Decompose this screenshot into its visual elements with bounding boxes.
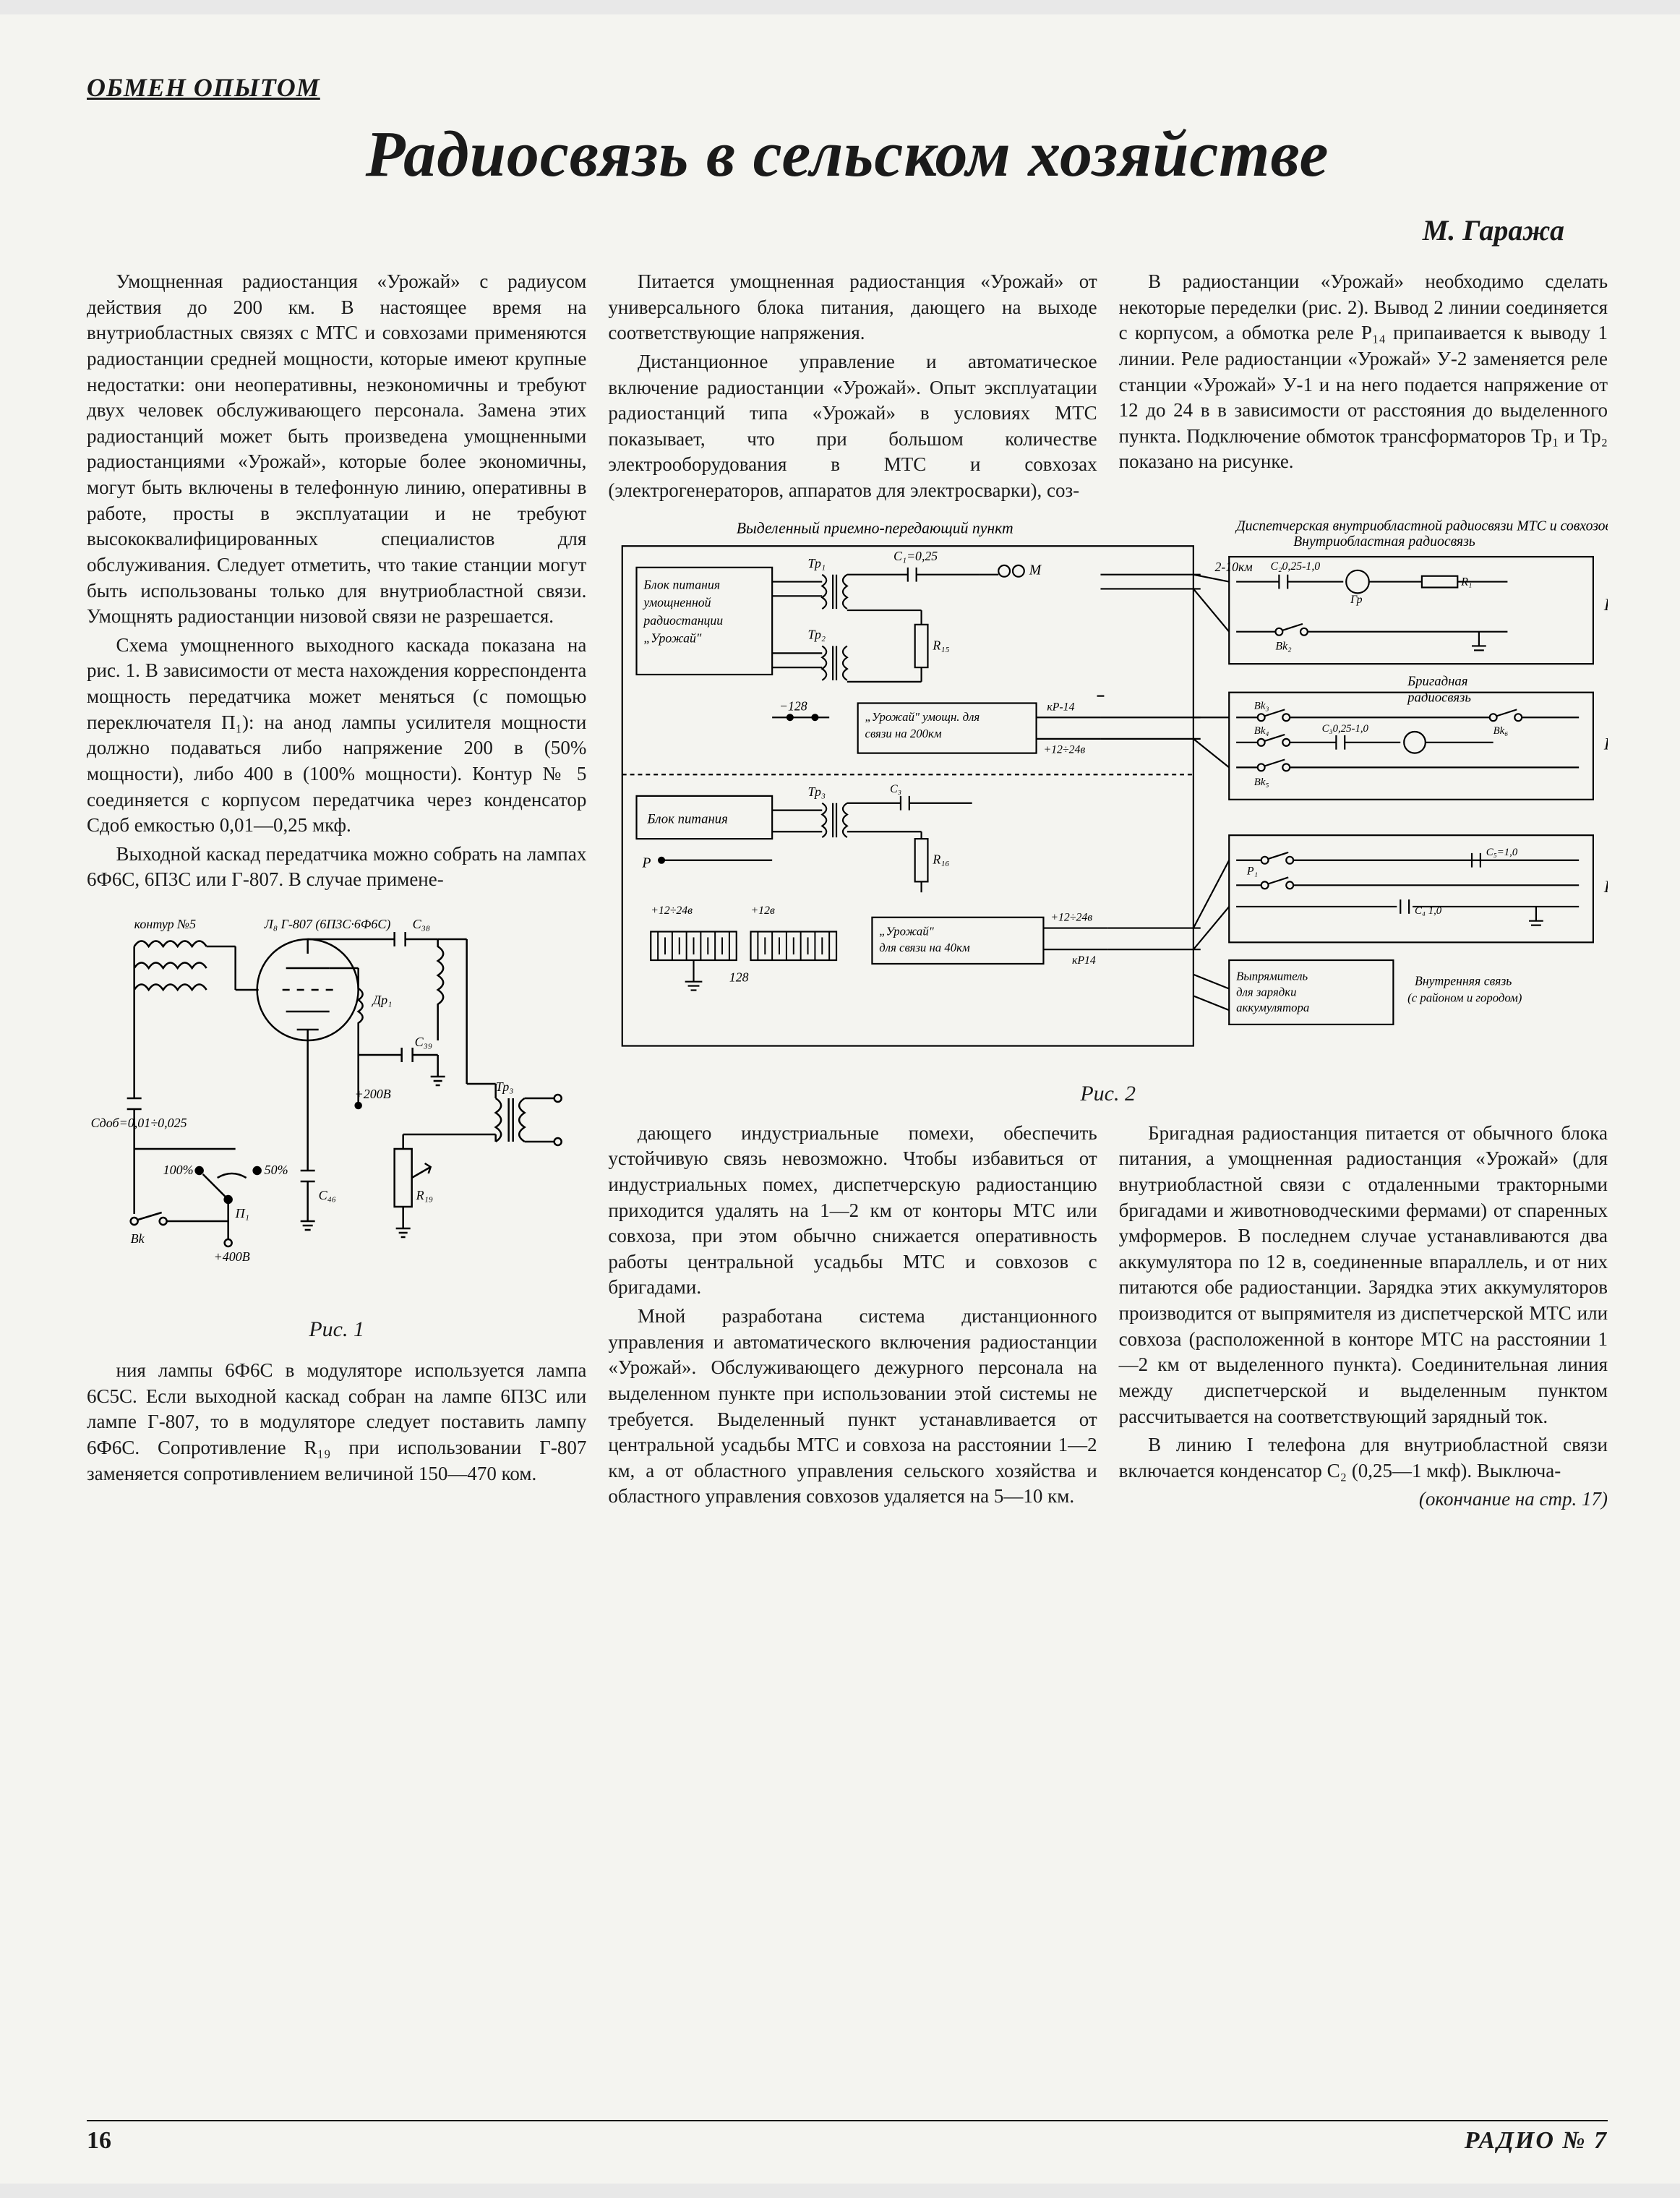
fig1-50: 50% (265, 1163, 288, 1177)
fig2-r16: R₁₆ (933, 852, 950, 866)
fig1-dr1: Др₁ (372, 993, 393, 1007)
fig2-p14: кР-14 (1047, 701, 1075, 713)
fig2-tp3: Тр₃ (808, 784, 826, 799)
svg-text:„Урожай": „Урожай" (644, 630, 703, 645)
fig2-p: Р (642, 855, 651, 871)
fig2-tp1: Тр₁ (808, 555, 826, 570)
figure-1: контур №5 Л₈ Г-807 (6П3С·6Ф6С) (87, 896, 586, 1343)
magazine-name: РАДИО № 7 (1465, 2127, 1608, 2155)
fig2-bk6: Bk₆ (1493, 725, 1509, 737)
c1-p3: Выходной каскад передатчика можно собрат… (87, 842, 586, 893)
column-3-top: В радиостанции «Урожай» необходимо сдела… (1119, 269, 1608, 507)
right-columns: Питается умощненная радиостанция «Урожай… (608, 269, 1608, 1515)
fig1-100: 100% (163, 1163, 194, 1177)
svg-text:умощненной: умощненной (643, 595, 711, 610)
columns: Умощненная радиостанция «Урожай» с радиу… (87, 269, 1608, 1515)
svg-text:C₃: C₃ (890, 783, 901, 795)
fig1-tube: Л₈ Г-807 (6П3С·6Ф6С) (264, 917, 391, 932)
fig2-m: М (1029, 562, 1042, 578)
fig1-p1: П₁ (235, 1206, 249, 1220)
fig2-r15: R₁₅ (933, 638, 950, 652)
fig2-II: II (1603, 735, 1608, 753)
fig2-hdr-r1: Диспетчерская внутриобластной радиосвязи… (1235, 518, 1608, 534)
fig1-caption: Рис. 1 (87, 1315, 586, 1344)
column-3-bottom: Бригадная радиостанция питается от обычн… (1119, 1121, 1608, 1515)
fig2-c2: C₂0,25-1,0 (1271, 560, 1321, 572)
column-1: Умощненная радиостанция «Урожай» с радиу… (87, 269, 586, 1515)
section-header: ОБМЕН ОПЫТОМ (87, 72, 1608, 103)
fig2-c5: C₅=1,0 (1486, 846, 1518, 858)
c3-p3: В линию I телефона для внутриобластной с… (1119, 1432, 1608, 1484)
fig2-p14b: кР14 (1072, 954, 1096, 967)
svg-text:(с районом и городом): (с районом и городом) (1407, 991, 1522, 1004)
page: ОБМЕН ОПЫТОМ Радиосвязь в сельском хозяй… (0, 14, 1680, 2184)
c3-p1: В радиостанции «Урожай» необходимо сдела… (1119, 269, 1608, 475)
figure-2: Выделенный приемно-передающий пункт Дисп… (608, 514, 1608, 1121)
fig2-1224: +12÷24в (1044, 743, 1086, 756)
fig2-bk3: Bk₃ (1254, 700, 1269, 711)
c1-p1: Умощненная радиостанция «Урожай» с радиу… (87, 269, 586, 630)
fig1-400: +400В (214, 1249, 250, 1264)
continuation: (окончание на стр. 17) (1119, 1487, 1608, 1513)
fig2-c3l: C₃0,25-1,0 (1322, 723, 1369, 735)
svg-text:радиостанции: радиостанции (643, 612, 724, 627)
author: М. Гаража (87, 213, 1564, 247)
svg-text:„Урожай" умощн. для: „Урожай" умощн. для (865, 710, 980, 724)
fig2-gr: Гр (1350, 594, 1363, 606)
page-number: 16 (87, 2127, 111, 2155)
svg-text:радиосвязь: радиосвязь (1406, 690, 1471, 705)
fig2-svg: Выделенный приемно-передающий пункт Дисп… (608, 514, 1608, 1064)
fig1-cdob: Cдоб=0,01÷0,025 (91, 1116, 187, 1130)
c1-p2: Схема умощненного выходного каскада пока… (87, 633, 586, 839)
fig2-c1: C₁=0,25 (893, 549, 938, 563)
c1-p4: ния лампы 6Ф6С в модуляторе используется… (87, 1358, 586, 1487)
c2-p1: Питается умощненная радиостанция «Урожай… (608, 269, 1097, 346)
fig1-c38: C₃₈ (413, 917, 431, 931)
article-title: Радиосвязь в сельском хозяйстве (87, 117, 1608, 192)
footer: 16 РАДИО № 7 (87, 2120, 1608, 2155)
fig2-III: III (1603, 878, 1608, 897)
fig2-tp2: Тр₂ (808, 627, 826, 641)
fig2-I: I (1603, 596, 1608, 615)
svg-text:„Урожай": „Урожай" (880, 924, 935, 938)
fig2-hdr-l: Выделенный приемно-передающий пункт (737, 519, 1013, 536)
column-2-bottom: дающего индустриальные помехи, обеспечит… (608, 1121, 1097, 1515)
svg-text:+12в: +12в (751, 904, 775, 916)
c2-p4: Мной разработана система дистанционного … (608, 1304, 1097, 1510)
fig1-c46: C₄₆ (319, 1188, 337, 1202)
svg-text:для связи на 40км: для связи на 40км (880, 941, 971, 954)
fig2-bk2: Bk₂ (1276, 640, 1293, 652)
c2-p2: Дистанционное управление и автоматическо… (608, 349, 1097, 504)
fig2-bk5: Bk₅ (1254, 777, 1269, 788)
svg-text:128: 128 (729, 970, 749, 984)
fig2-blok2: Блок питания (647, 811, 729, 826)
svg-text:Р₁: Р₁ (1246, 865, 1258, 877)
fig2-dist: 2-10км (1215, 559, 1253, 573)
fig1-c39: C₃₉ (415, 1035, 433, 1049)
fig1-200: +200В (355, 1087, 391, 1101)
svg-text:связи на 200км: связи на 200км (865, 727, 942, 740)
svg-text:для зарядки: для зарядки (1236, 985, 1296, 998)
svg-text:+12÷24в: +12÷24в (1051, 911, 1093, 923)
fig1-svg: контур №5 Л₈ Г-807 (6П3С·6Ф6С) (87, 910, 586, 1286)
fig2-hdr-r2: Внутриобластная радиосвязь (1293, 534, 1475, 550)
fig2-1224b: +12÷24в (651, 904, 693, 916)
fig2-128n: −128 (779, 698, 807, 713)
c2-p3: дающего индустриальные помехи, обеспечит… (608, 1121, 1097, 1301)
svg-text:Бригадная: Бригадная (1407, 673, 1467, 688)
svg-text:аккумулятора: аккумулятора (1236, 1001, 1309, 1014)
fig1-tp3: Тр₃ (496, 1079, 514, 1094)
fig1-r19: R₁₉ (416, 1188, 434, 1202)
column-2-top: Питается умощненная радиостанция «Урожай… (608, 269, 1097, 507)
svg-text:Внутренняя связь: Внутренняя связь (1415, 973, 1512, 988)
fig2-blok1-l1: Блок питания (643, 577, 721, 591)
fig1-kontur: контур №5 (134, 917, 196, 931)
fig1-bk: Bk (131, 1231, 145, 1246)
c3-p2: Бригадная радиостанция питается от обычн… (1119, 1121, 1608, 1430)
fig2-caption: Рис. 2 (608, 1082, 1608, 1106)
svg-text:Выпрямитель: Выпрямитель (1236, 969, 1308, 983)
fig2-bk4: Bk₄ (1254, 725, 1269, 737)
